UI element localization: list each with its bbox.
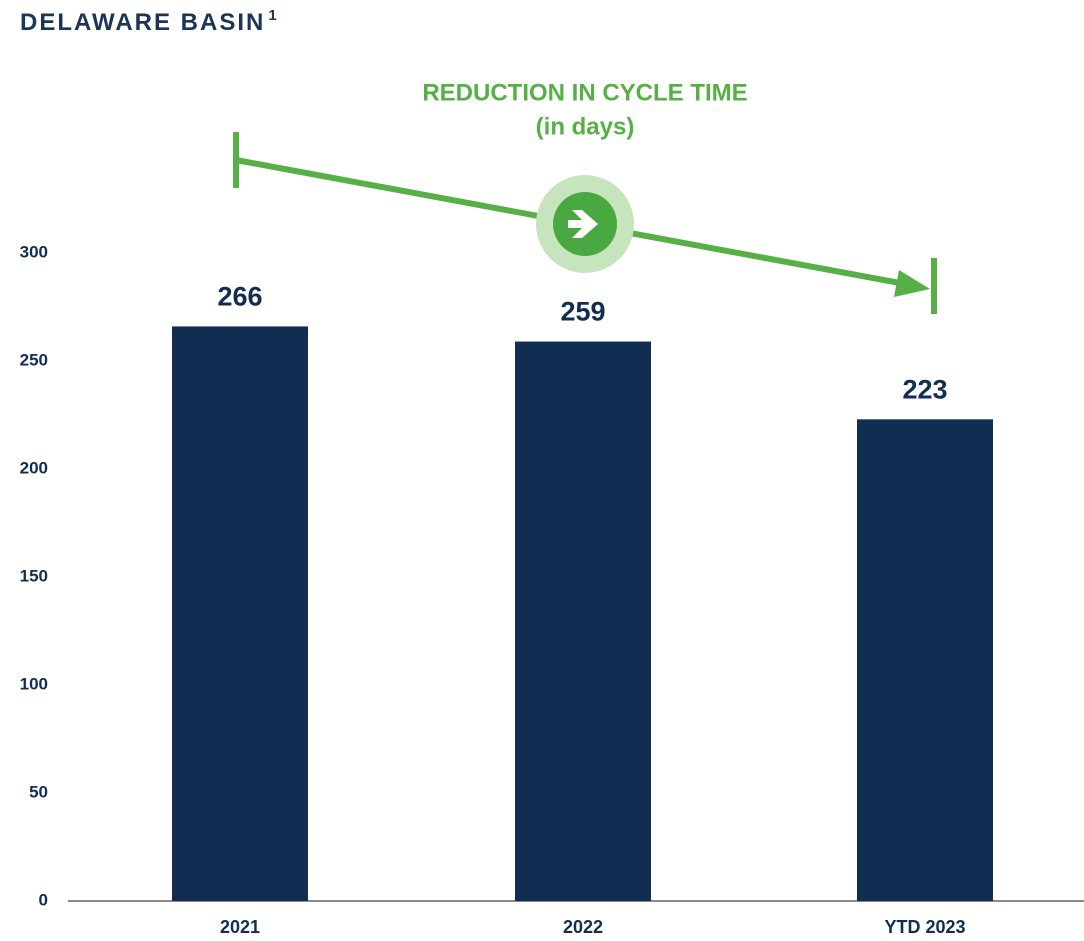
bar: [857, 419, 993, 901]
x-tick-label: 2022: [563, 917, 603, 937]
data-label: 223: [902, 374, 947, 404]
trend-arrow: [233, 132, 937, 314]
y-tick-label: 250: [20, 350, 48, 369]
data-label: 266: [217, 282, 262, 312]
bar: [172, 326, 308, 901]
title-footnote: 1: [268, 7, 278, 24]
y-tick-label: 0: [39, 890, 48, 909]
data-label: 259: [560, 297, 605, 327]
y-tick-label: 100: [20, 674, 48, 693]
y-tick-label: 300: [20, 242, 48, 261]
y-tick-label: 150: [20, 566, 48, 585]
annotation: (in days): [536, 113, 635, 140]
bar: [515, 341, 651, 901]
title-text: DELAWARE BASIN: [20, 9, 265, 36]
y-tick-label: 200: [20, 458, 48, 477]
x-tick-label: 2021: [220, 917, 260, 937]
x-tick-label: YTD 2023: [884, 917, 965, 937]
chart-title: DELAWARE BASIN 1: [20, 7, 279, 36]
y-tick-label: 50: [29, 782, 48, 801]
annotation: REDUCTION IN CYCLE TIME: [422, 79, 747, 106]
